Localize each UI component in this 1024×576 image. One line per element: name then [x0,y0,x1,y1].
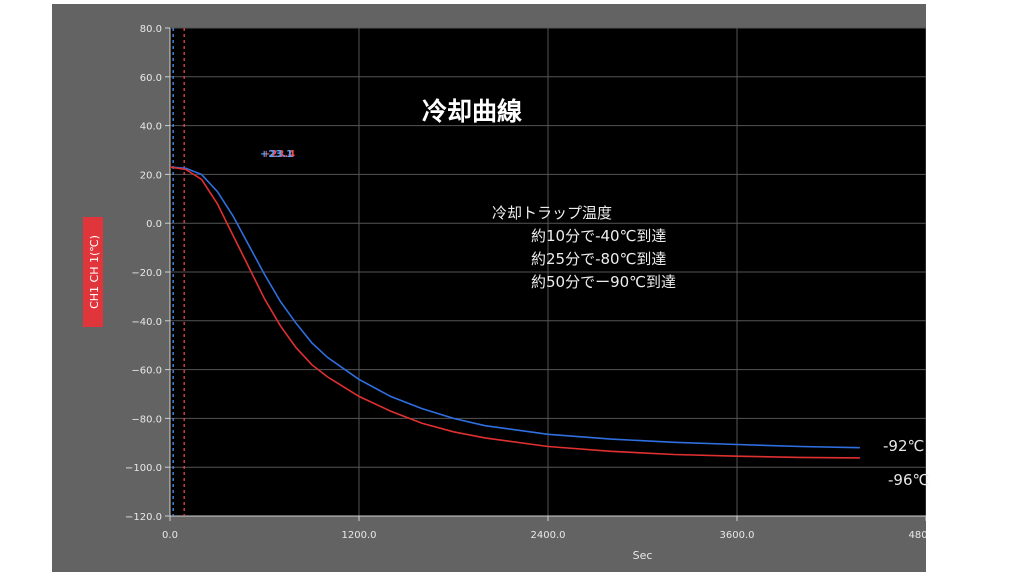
y-tick-label: 80.0 [140,24,162,35]
y-tick-label: −100.0 [125,463,162,474]
x-tick-label: 2400.0 [531,530,566,541]
cursor-readout-blue: +23.1 [260,149,294,160]
y-tick-label: 60.0 [140,73,162,84]
x-tick-label: 0.0 [162,530,178,541]
y-tick-label: −60.0 [131,366,162,377]
chart-title: 冷却曲線 [422,97,523,126]
y-tick-label: 40.0 [140,122,162,133]
x-tick-label: 3600.0 [720,530,755,541]
y-tick-label: −20.0 [131,268,162,279]
y-tick-label: −120.0 [125,512,162,523]
x-tick-label: 1200.0 [342,530,377,541]
series-line-0 [169,166,860,449]
annotation-line-1: 約10分で-40℃到達 [531,227,667,245]
end-label-blue: -92℃ [883,437,925,455]
y-tick-label: −40.0 [131,317,162,328]
y-axis-title: CH1 CH 1(℃) [83,217,103,327]
y-axis-title-text: CH1 CH 1(℃) [88,235,101,309]
annotation-line-3: 約50分でー90℃到達 [531,273,677,291]
end-label-red: -96℃ [888,471,930,489]
y-axis-title-badge [83,217,103,327]
annotation-heading: 冷却トラップ温度 [492,204,613,222]
x-tick-label: 4800.0 [909,530,927,541]
y-tick-label: 20.0 [140,170,162,181]
series-line-1 [169,166,860,459]
chart-svg: 80.0 60.0 40.0 20.0 0.0 −20.0 −40.0 −60.0 −80.0 −… [83,24,927,562]
x-axis-title: Sec [633,549,653,562]
chart-figure: 80.0 60.0 40.0 20.0 0.0 −20.0 −40.0 −60.0 −80.0 −… [52,4,930,572]
annotation-line-2: 約25分で-80℃到達 [531,250,667,268]
y-tick-label: 0.0 [146,219,162,230]
y-tick-label: −80.0 [131,414,162,425]
cursor-readout-red: +23.4 [262,149,296,160]
